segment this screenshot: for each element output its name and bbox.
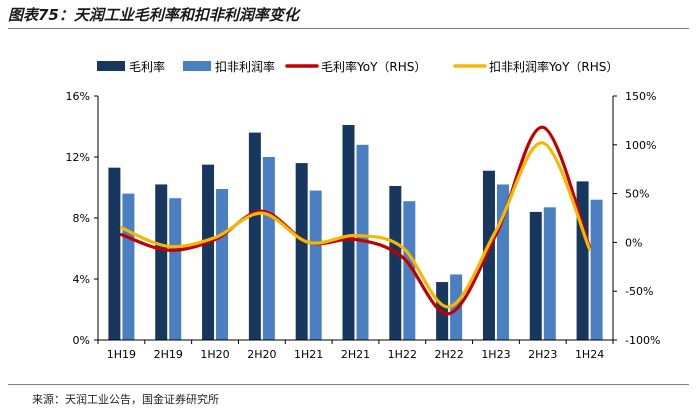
bar-net-margin xyxy=(309,190,322,340)
bar-gross-margin xyxy=(295,163,308,340)
left-tick-label: 4% xyxy=(73,273,90,286)
legend-label: 毛利率 xyxy=(129,59,165,74)
left-tick-label: 8% xyxy=(73,212,90,225)
x-tick-label: 1H19 xyxy=(107,348,136,361)
figure-title: 图表75：天润工业毛利率和扣非利润率变化 xyxy=(8,6,299,24)
right-tick-label: 100% xyxy=(625,139,656,152)
x-tick-label: 2H23 xyxy=(528,348,557,361)
bar-gross-margin xyxy=(342,124,355,340)
legend-label: 扣非利润率YoY（RHS） xyxy=(489,59,618,74)
line-net-margin-yoy xyxy=(119,141,592,309)
bars xyxy=(108,124,603,340)
right-tick-label: 50% xyxy=(625,188,649,201)
x-tick-label: 2H20 xyxy=(247,348,276,361)
bar-net-margin xyxy=(356,144,369,340)
bar-net-margin xyxy=(590,199,603,340)
x-tick-label: 1H24 xyxy=(575,348,604,361)
bar-gross-margin xyxy=(155,184,168,340)
bar-gross-margin xyxy=(529,211,542,340)
bar-net-margin xyxy=(403,201,416,340)
bar-net-margin xyxy=(122,193,135,340)
bar-gross-margin xyxy=(248,132,261,340)
x-tick-label: 1H21 xyxy=(294,348,323,361)
right-axis: -100% -50% 0% 50% 100% 150% xyxy=(612,90,660,347)
bar-net-margin xyxy=(216,189,229,340)
bar-gross-margin xyxy=(482,170,495,340)
bar-net-margin xyxy=(169,198,182,340)
bar-gross-margin xyxy=(389,185,402,340)
legend-swatch xyxy=(183,61,211,71)
left-tick-label: 12% xyxy=(66,151,90,164)
bar-gross-margin xyxy=(576,181,589,340)
x-tick-label: 2H21 xyxy=(341,348,370,361)
x-axis: 1H19 2H19 1H20 2H20 1H21 2H21 1H22 2H22 1H23 2H23… xyxy=(97,339,614,361)
left-tick-label: 16% xyxy=(66,90,90,103)
x-tick-label: 2H19 xyxy=(154,348,183,361)
title-divider xyxy=(8,28,689,29)
bar-net-margin xyxy=(262,157,275,340)
x-tick-label: 1H23 xyxy=(481,348,510,361)
x-tick-label: 1H20 xyxy=(200,348,229,361)
legend: 毛利率 扣非利润率 毛利率YoY（RHS） 扣非利润率YoY（RHS） xyxy=(97,59,618,74)
left-tick-label: 0% xyxy=(73,334,90,347)
right-tick-label: -50% xyxy=(625,285,653,298)
bar-gross-margin xyxy=(108,167,121,340)
legend-label: 扣非利润率 xyxy=(215,59,275,74)
source-note: 来源：天润工业公告，国金证券研究所 xyxy=(32,393,219,406)
x-tick-label: 1H22 xyxy=(388,348,417,361)
legend-swatch xyxy=(97,61,125,71)
right-tick-label: 150% xyxy=(625,90,656,103)
lines xyxy=(119,125,592,316)
x-tick-label: 2H22 xyxy=(434,348,463,361)
left-axis: 0% 4% 8% 12% 16% xyxy=(66,90,99,347)
bar-gross-margin xyxy=(202,164,215,340)
legend-label: 毛利率YoY（RHS） xyxy=(321,59,426,74)
right-tick-label: 0% xyxy=(625,236,642,249)
bar-net-margin xyxy=(543,207,556,340)
source-divider xyxy=(8,384,689,385)
line-gross-margin-yoy xyxy=(119,125,592,316)
right-tick-label: -100% xyxy=(625,334,660,347)
